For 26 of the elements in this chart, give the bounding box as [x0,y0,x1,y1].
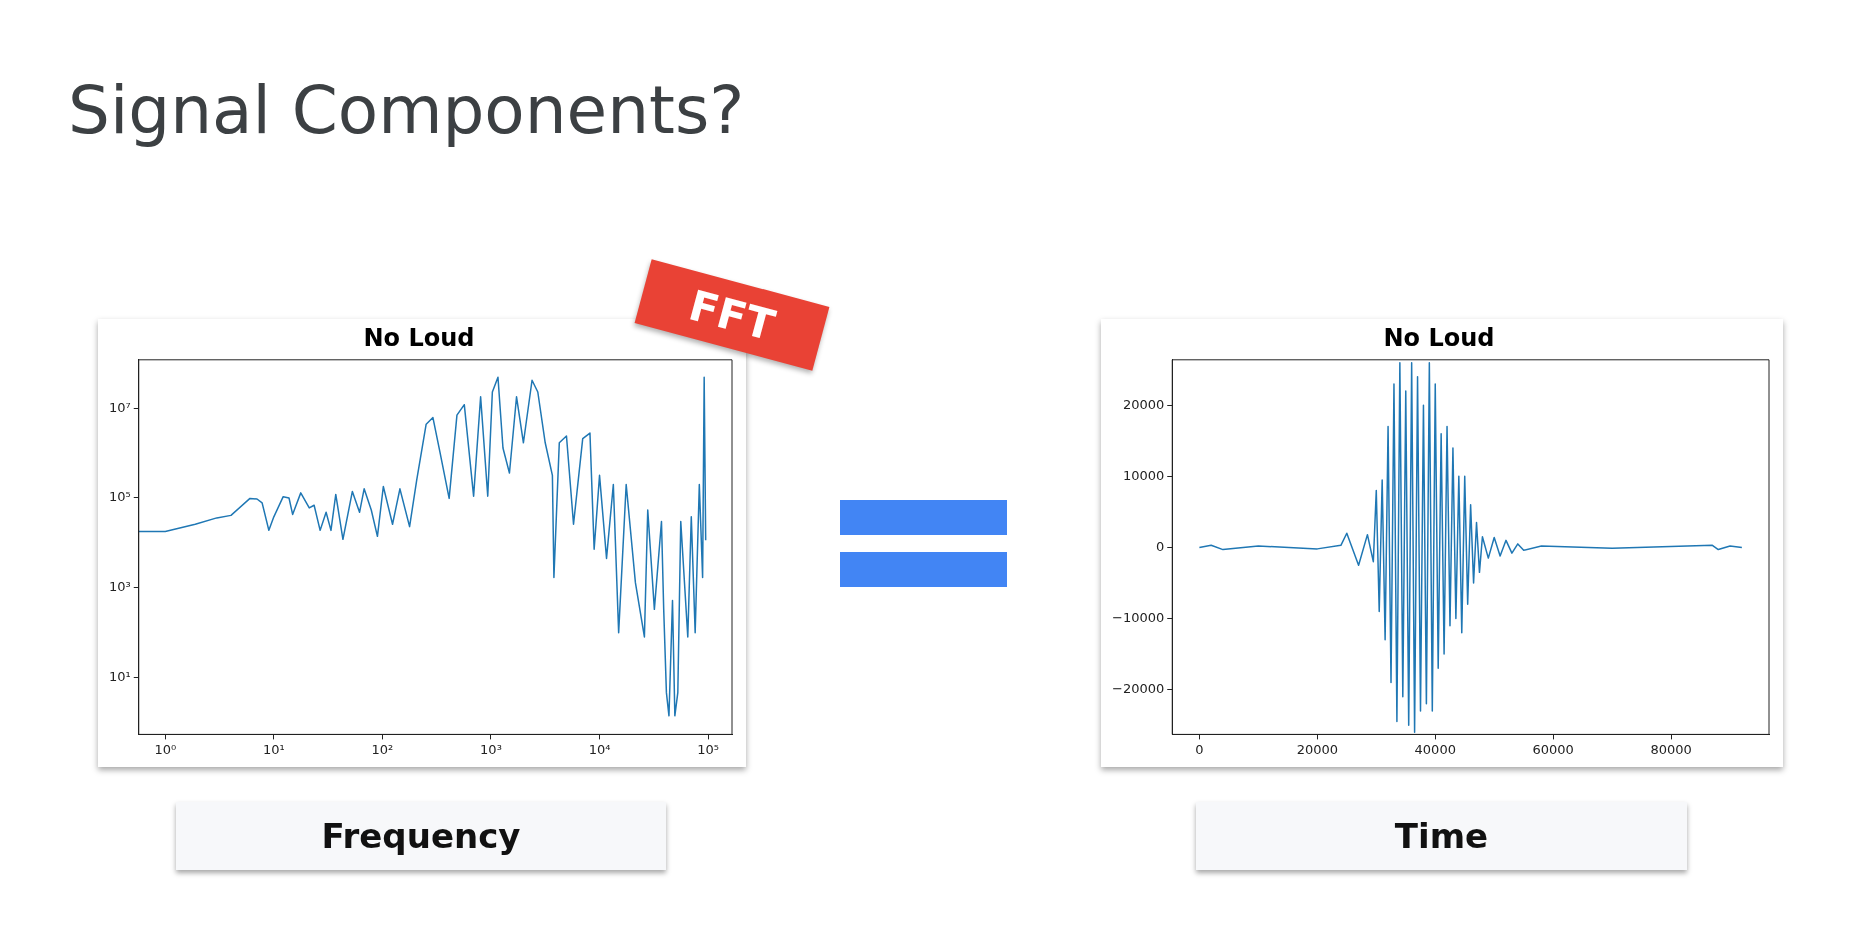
x-tick-label: 10² [371,741,394,757]
y-tick-label: 10¹ [108,668,131,684]
x-tick-label: 80000 [1650,741,1692,757]
chart-title: No Loud [1383,323,1495,352]
x-tick-label: 10⁵ [697,741,719,757]
chart-title: No Loud [363,323,475,352]
x-axis-title: Frequency [176,802,666,870]
x-tick-label: 10¹ [262,741,285,757]
x-tick-label: 0 [1195,741,1204,757]
y-tick-label: 10³ [108,579,131,595]
text: FFT [634,259,830,371]
y-tick-label: 10⁷ [108,399,131,415]
x-axis-title: Time [1196,802,1687,870]
y-tick-label: −20000 [1112,680,1165,696]
text: Signal Components? [68,72,745,149]
y-tick-label: 20000 [1122,396,1165,412]
x-tick-label: 10⁴ [588,741,611,757]
y-tick-label: −10000 [1112,609,1165,625]
y-tick-label: 10000 [1122,467,1165,483]
y-tick-label: 0 [1155,538,1165,554]
x-tick-label: 40000 [1414,741,1456,757]
x-tick-label: 60000 [1532,741,1574,757]
y-tick-label: 10⁵ [108,489,131,505]
x-tick-label: 10⁰ [154,741,177,757]
x-tick-label: 20000 [1296,741,1338,757]
x-tick-label: 10³ [480,741,502,757]
